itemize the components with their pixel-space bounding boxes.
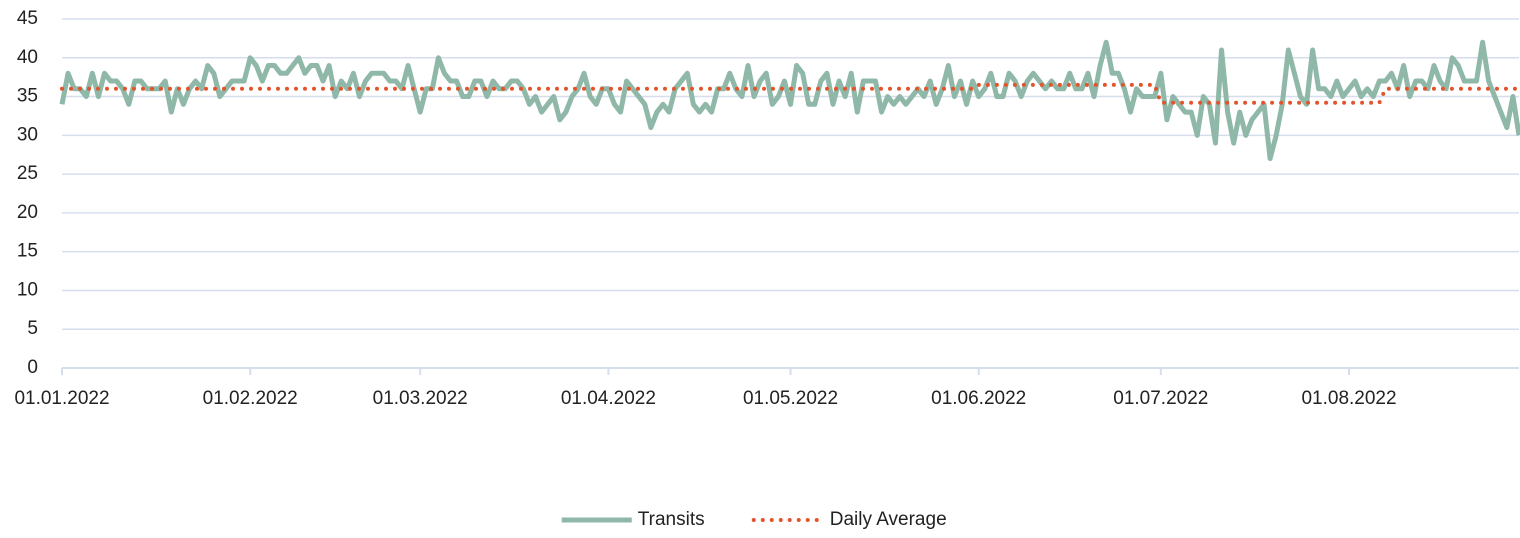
y-tick-label: 45 [17,8,38,29]
legend-label: Transits [638,509,705,530]
y-tick-label: 15 [17,241,38,262]
x-tick-label: 01.03.2022 [373,388,468,409]
y-tick-label: 35 [17,86,38,107]
series-line [60,82,1520,105]
x-tick-label: 01.02.2022 [203,388,298,409]
y-tick-label: 30 [17,124,38,145]
y-tick-label: 10 [17,279,38,300]
y-tick-label: 0 [27,357,38,378]
y-tick-label: 5 [27,318,38,339]
y-tick-label: 40 [17,47,38,68]
x-tick-label: 01.01.2022 [14,388,109,409]
y-tick-label: 25 [17,163,38,184]
x-tick-label: 01.05.2022 [743,388,838,409]
x-tick-label: 01.06.2022 [931,388,1026,409]
x-tick-label: 01.04.2022 [561,388,656,409]
series-line [59,39,1520,162]
y-tick-label: 20 [17,202,38,223]
legend-label: Daily Average [830,509,947,530]
x-tick-label: 01.08.2022 [1301,388,1396,409]
x-tick-label: 01.07.2022 [1113,388,1208,409]
